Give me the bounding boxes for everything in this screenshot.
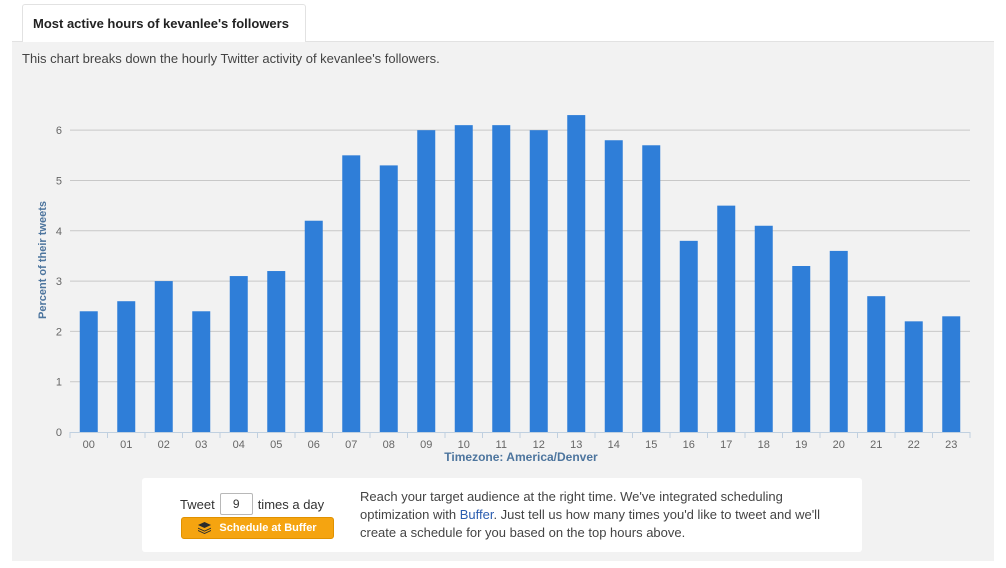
y-tick-label: 3 [56, 276, 62, 288]
x-tick-label: 17 [720, 439, 732, 451]
y-axis-title: Percent of their tweets [37, 201, 49, 319]
x-axis: 00 01 02 03 04 05 06 07 08 09 10 11 12 13 14 15 16 17 18 19… [69, 432, 971, 451]
x-tick-label: 11 [496, 439, 507, 451]
bar-08[interactable] [379, 165, 398, 433]
x-tick-label: 05 [270, 439, 282, 451]
x-tick-label: 04 [233, 439, 245, 451]
x-tick-label: 22 [908, 439, 920, 451]
bar-09[interactable] [417, 130, 436, 432]
x-tick-label: 15 [645, 439, 657, 451]
bar-series [79, 115, 961, 433]
bar-19[interactable] [792, 266, 811, 432]
y-tick-label: 5 [56, 175, 62, 187]
y-tick-label: 4 [56, 226, 62, 238]
buffer-link[interactable]: Buffer [459, 507, 494, 522]
x-axis-title: Timezone: America/Denver [444, 450, 598, 464]
x-tick-label: 23 [945, 439, 957, 451]
x-tick-label: 19 [795, 439, 807, 451]
bar-06[interactable] [304, 220, 323, 432]
buffer-description: Reach your target audience at the right … [360, 488, 855, 542]
x-tick-label: 07 [345, 439, 357, 451]
bar-01[interactable] [117, 301, 136, 432]
bar-23[interactable] [942, 316, 961, 432]
cta-text-after: . Just tell us how many times you'd like… [360, 507, 820, 540]
x-tick-label: 00 [83, 439, 95, 451]
bar-21[interactable] [867, 296, 886, 432]
page-title: Most active hours of kevanlee's follower… [33, 16, 289, 31]
x-tick-label: 08 [383, 439, 395, 451]
bar-22[interactable] [904, 321, 923, 432]
bar-04[interactable] [229, 276, 248, 432]
y-tick-label: 0 [56, 427, 62, 439]
grid-lines [70, 129, 970, 383]
y-tick-label: 6 [56, 125, 62, 137]
y-axis-ticks: 0 1 2 3 4 5 6 [56, 125, 62, 439]
bar-18[interactable] [754, 225, 773, 432]
bar-00[interactable] [79, 311, 98, 432]
bar-20[interactable] [829, 250, 848, 432]
buffer-stack-icon [198, 522, 212, 534]
bar-12[interactable] [529, 130, 548, 432]
x-tick-label: 10 [458, 439, 470, 451]
x-tick-label: 18 [758, 439, 770, 451]
bar-14[interactable] [604, 140, 623, 432]
x-tick-label: 06 [308, 439, 320, 451]
bar-16[interactable] [679, 240, 698, 432]
bar-15[interactable] [642, 145, 661, 432]
x-tick-label: 21 [870, 439, 882, 451]
times-a-day-label: times a day [257, 496, 325, 512]
tweets-per-day-input[interactable] [219, 493, 253, 515]
bar-10[interactable] [454, 125, 473, 432]
bar-17[interactable] [717, 205, 736, 432]
x-tick-label: 20 [833, 439, 845, 451]
bar-07[interactable] [342, 155, 361, 432]
bar-03[interactable] [192, 311, 211, 432]
schedule-at-buffer-button[interactable]: Schedule at Buffer [181, 517, 334, 539]
x-tick-label: 03 [195, 439, 207, 451]
x-tick-label: 14 [608, 439, 620, 451]
bar-05[interactable] [267, 271, 286, 432]
x-tick-label: 09 [420, 439, 432, 451]
tweet-frequency-row: Tweet times a day [180, 493, 324, 515]
y-tick-label: 2 [56, 326, 62, 338]
bar-02[interactable] [154, 281, 173, 432]
x-tick-label: 01 [120, 439, 132, 451]
chart-title-tab[interactable]: Most active hours of kevanlee's follower… [22, 4, 306, 42]
schedule-box: Tweet times a day Schedule at Buffer Rea… [142, 478, 862, 552]
bar-13[interactable] [567, 115, 586, 432]
tweet-label: Tweet [180, 496, 215, 512]
x-tick-label: 12 [533, 439, 545, 451]
x-tick-label: 02 [158, 439, 170, 451]
schedule-button-label: Schedule at Buffer [219, 522, 317, 534]
y-tick-label: 1 [56, 377, 62, 389]
bar-11[interactable] [492, 125, 511, 432]
chart-description: This chart breaks down the hourly Twitte… [22, 51, 440, 66]
x-tick-label: 16 [683, 439, 695, 451]
x-tick-label: 13 [570, 439, 582, 451]
cta-text-before: Reach your target audience at the right … [360, 489, 783, 522]
